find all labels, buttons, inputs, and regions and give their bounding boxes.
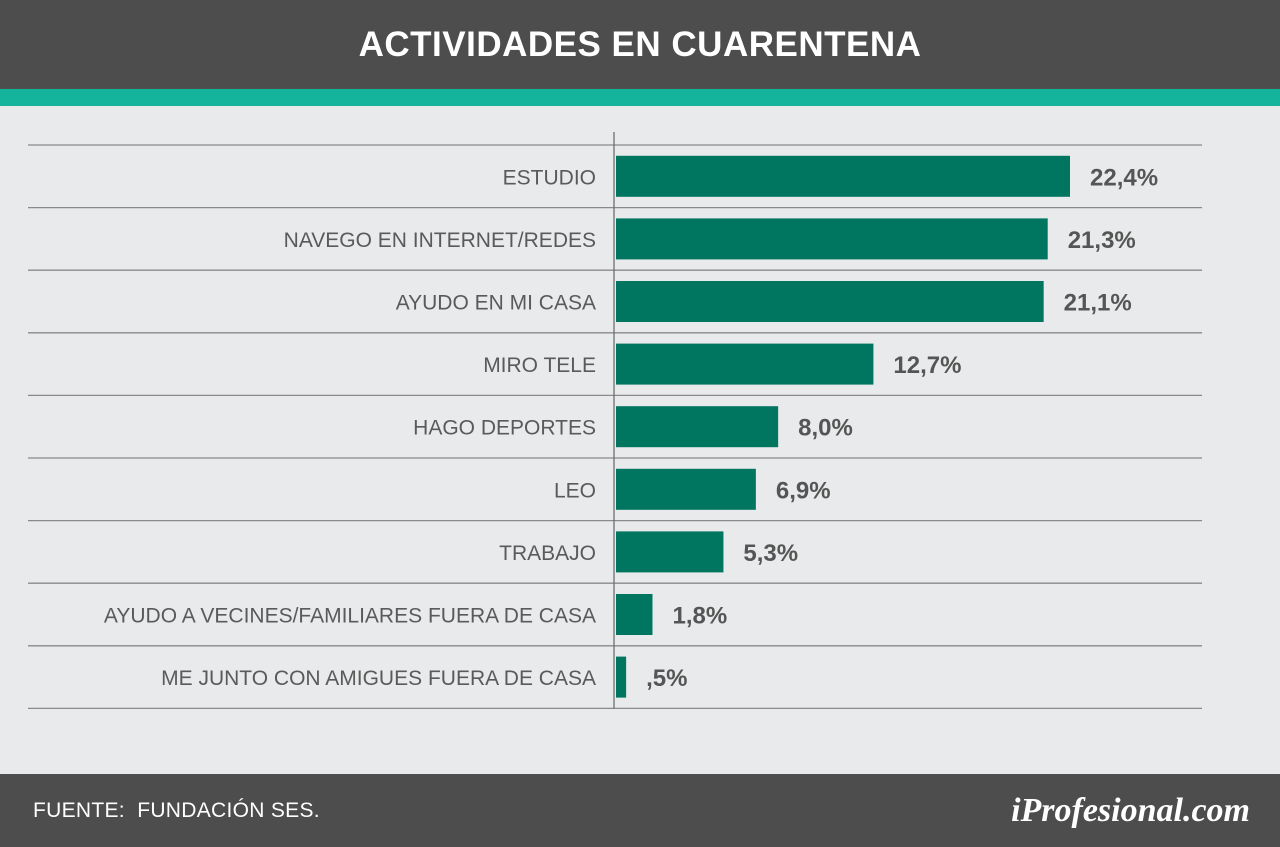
category-label: LEO: [554, 479, 596, 502]
brand-logo: iProfesional.com: [1011, 792, 1250, 829]
chart-header: ACTIVIDADES EN CUARENTENA: [0, 0, 1280, 89]
value-label: 1,8%: [672, 603, 727, 630]
bar: [616, 218, 1048, 260]
bar: [616, 281, 1044, 322]
chart-title: ACTIVIDADES EN CUARENTENA: [358, 25, 922, 64]
category-label: AYUDO A VECINES/FAMILIARES FUERA DE CASA: [104, 605, 596, 628]
bar: [616, 155, 1070, 197]
value-label: 6,9%: [776, 477, 831, 504]
bar: [616, 656, 627, 698]
value-label: 8,0%: [798, 415, 853, 442]
value-label: 12,7%: [893, 352, 961, 379]
value-label: 21,1%: [1064, 290, 1132, 317]
value-label: 21,3%: [1068, 227, 1136, 254]
category-label: TRABAJO: [499, 542, 596, 565]
category-label: ME JUNTO CON AMIGUES FUERA DE CASA: [161, 667, 596, 690]
value-label: 5,3%: [743, 540, 798, 567]
chart-area: ESTUDIO 22,4% NAVEGO EN INTERNET/REDES 21,3…: [0, 106, 1280, 774]
bar-chart: ESTUDIO 22,4% NAVEGO EN INTERNET/REDES 21,3…: [28, 132, 1202, 710]
category-label: MIRO TELE: [483, 354, 596, 377]
bar: [616, 468, 756, 510]
bar: [616, 406, 779, 448]
bar: [616, 531, 724, 573]
value-label: 22,4%: [1090, 164, 1158, 191]
footer: FUENTE: FUNDACIÓN SES. iProfesional.com: [0, 774, 1280, 847]
value-label: ,5%: [646, 665, 687, 692]
category-label: HAGO DEPORTES: [413, 417, 596, 440]
source-note: FUENTE: FUNDACIÓN SES.: [33, 799, 320, 822]
category-label: NAVEGO EN INTERNET/REDES: [284, 229, 596, 252]
category-label: ESTUDIO: [503, 166, 596, 189]
accent-stripe: [0, 89, 1280, 106]
bar: [616, 343, 874, 385]
bar: [616, 594, 653, 635]
category-label: AYUDO EN MI CASA: [396, 292, 596, 315]
